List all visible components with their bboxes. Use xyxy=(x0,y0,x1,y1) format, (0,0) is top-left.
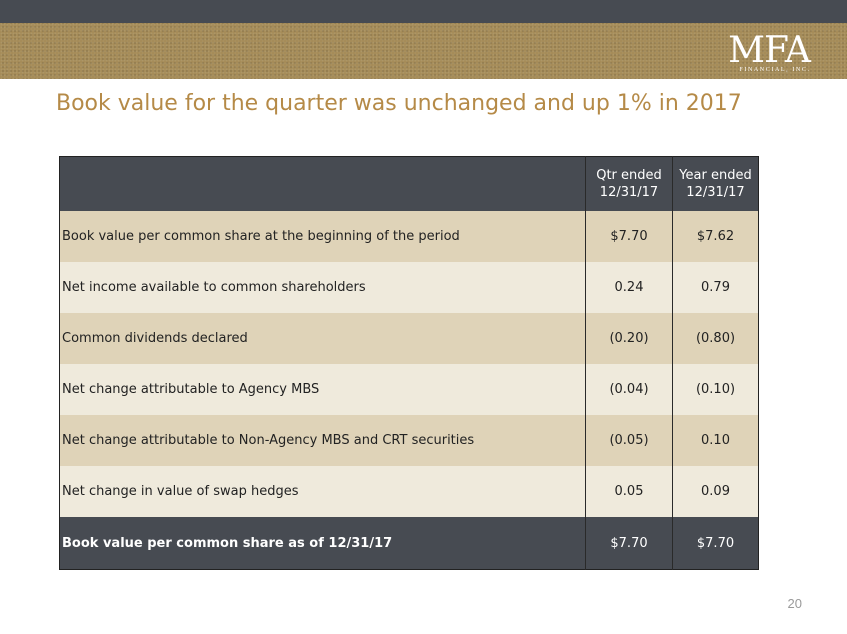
table-row: Net income available to common sharehold… xyxy=(59,262,759,313)
qtr-value: 0.05 xyxy=(585,466,673,517)
top-bar xyxy=(0,0,847,23)
table-row: Common dividends declared (0.20) (0.80) xyxy=(59,313,759,364)
qtr-value: (0.20) xyxy=(585,313,673,364)
total-label: Book value per common share as of 12/31/… xyxy=(59,517,586,570)
column-header-year: Year ended 12/31/17 xyxy=(672,156,759,211)
total-qtr-value: $7.70 xyxy=(585,517,673,570)
column-header-year-line2: 12/31/17 xyxy=(686,185,745,200)
total-year-value: $7.70 xyxy=(672,517,759,570)
year-value: 0.79 xyxy=(672,262,759,313)
header-band xyxy=(0,23,847,79)
table-header-row: Qtr ended 12/31/17 Year ended 12/31/17 xyxy=(59,156,759,211)
slide-title: Book value for the quarter was unchanged… xyxy=(56,91,742,116)
logo-mark: MFA xyxy=(728,30,811,71)
row-label: Net income available to common sharehold… xyxy=(59,262,586,313)
year-value: 0.09 xyxy=(672,466,759,517)
qtr-value: $7.70 xyxy=(585,211,673,262)
header-blank xyxy=(59,156,586,211)
row-label: Common dividends declared xyxy=(59,313,586,364)
row-label: Net change attributable to Agency MBS xyxy=(59,364,586,415)
company-logo: MFA FINANCIAL, INC. xyxy=(715,30,823,74)
table-total-row: Book value per common share as of 12/31/… xyxy=(59,517,759,570)
table-row: Net change in value of swap hedges 0.05 … xyxy=(59,466,759,517)
book-value-table: Qtr ended 12/31/17 Year ended 12/31/17 B… xyxy=(59,156,759,570)
row-label: Net change attributable to Non-Agency MB… xyxy=(59,415,586,466)
column-header-qtr-line2: 12/31/17 xyxy=(599,185,659,200)
table-row: Net change attributable to Agency MBS (0… xyxy=(59,364,759,415)
qtr-value: (0.05) xyxy=(585,415,673,466)
column-header-qtr-line1: Qtr ended xyxy=(596,168,662,183)
page-number: 20 xyxy=(787,596,802,611)
column-header-year-line1: Year ended xyxy=(679,168,752,183)
logo-subtext: FINANCIAL, INC. xyxy=(739,67,811,73)
year-value: (0.10) xyxy=(672,364,759,415)
row-label: Net change in value of swap hedges xyxy=(59,466,586,517)
column-header-qtr: Qtr ended 12/31/17 xyxy=(585,156,673,211)
year-value: $7.62 xyxy=(672,211,759,262)
year-value: 0.10 xyxy=(672,415,759,466)
table-row: Net change attributable to Non-Agency MB… xyxy=(59,415,759,466)
year-value: (0.80) xyxy=(672,313,759,364)
qtr-value: 0.24 xyxy=(585,262,673,313)
table-row: Book value per common share at the begin… xyxy=(59,211,759,262)
row-label: Book value per common share at the begin… xyxy=(59,211,586,262)
qtr-value: (0.04) xyxy=(585,364,673,415)
